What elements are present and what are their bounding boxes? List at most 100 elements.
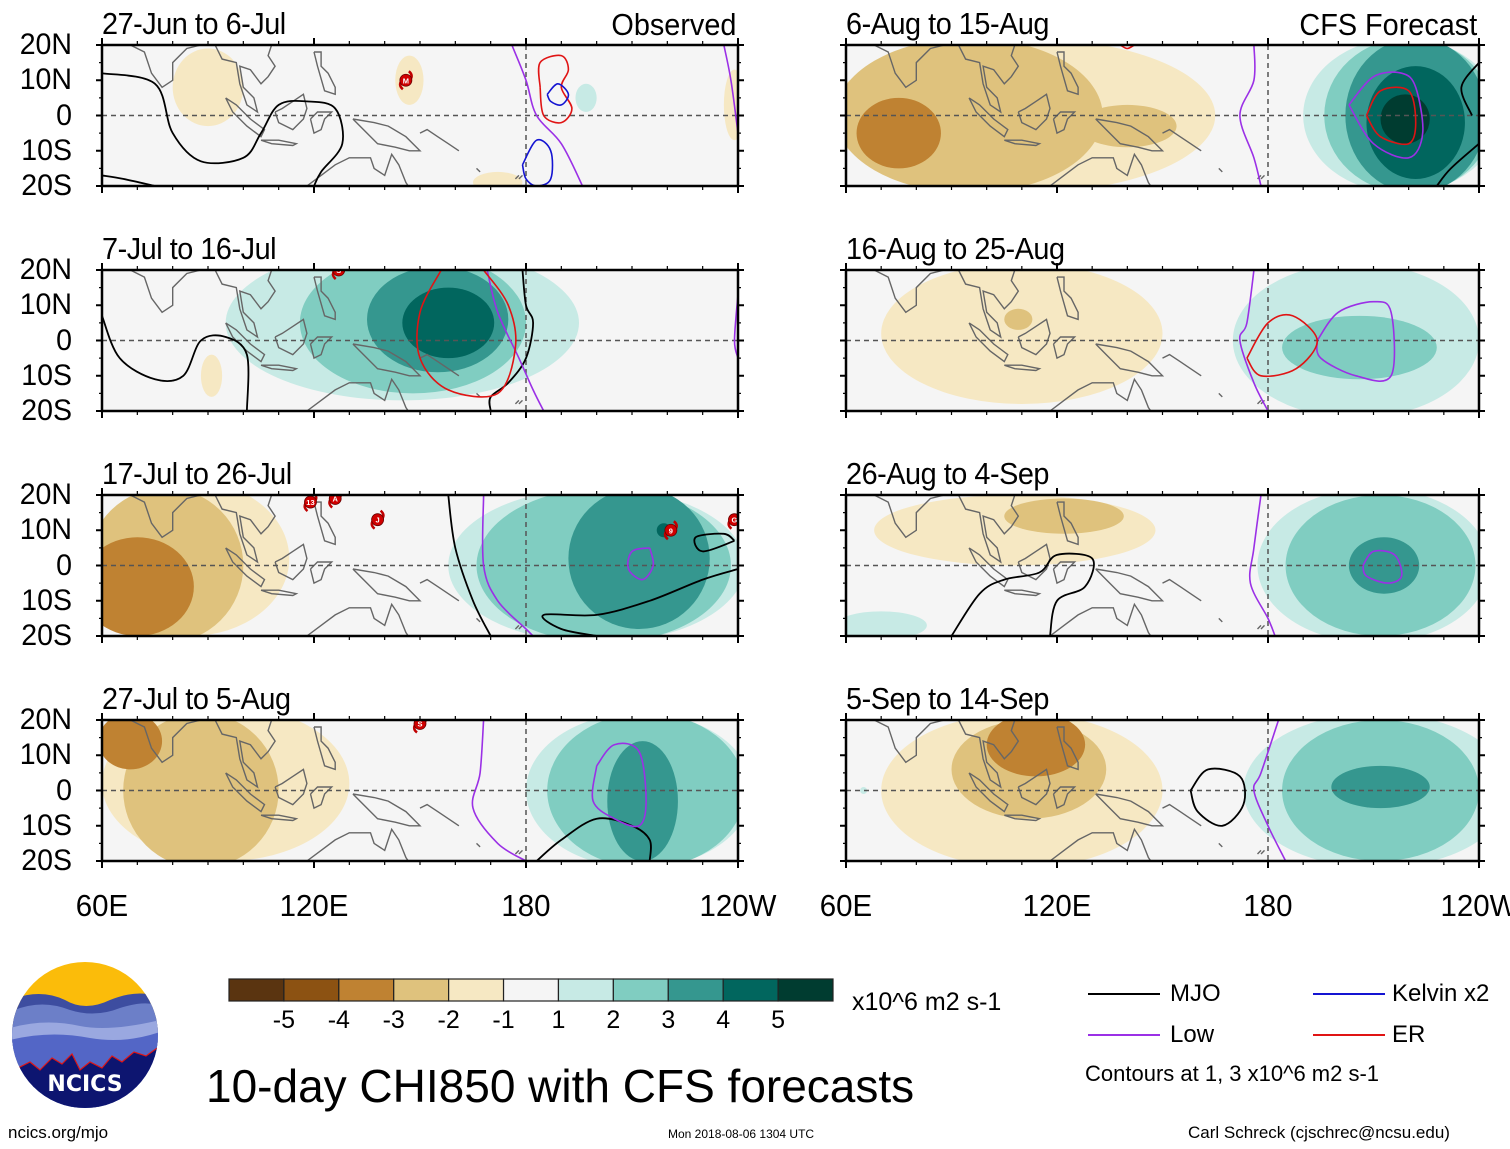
coastline: [1048, 827, 1152, 861]
coastline: [352, 343, 422, 377]
coastline: [260, 364, 299, 372]
coastline: [968, 772, 1009, 813]
coastline: [309, 336, 334, 360]
coastline: [260, 589, 299, 597]
coastline: [214, 45, 276, 114]
coastline: [313, 51, 336, 96]
anomaly-fill: [102, 720, 163, 770]
contour-mjo: [1460, 62, 1479, 116]
coastline: [1052, 111, 1077, 135]
coastline: [1052, 786, 1077, 810]
map-panel-p3: 13 A J 9 G: [96, 488, 744, 643]
coastline: [1256, 849, 1262, 855]
coastline: [968, 322, 1009, 363]
y-tick-label: 10S: [21, 358, 72, 392]
anomaly-fill: [856, 97, 941, 169]
coastline: [957, 45, 1020, 114]
contour-low: [1239, 45, 1262, 186]
x-tick-label: 60E: [819, 888, 873, 923]
coastline: [419, 128, 460, 152]
y-tick-label: 20N: [19, 28, 72, 61]
colorbar-swatch: [338, 978, 395, 1002]
y-tick-label: 10S: [21, 808, 72, 842]
contour-mjo: [102, 174, 156, 186]
coastline: [476, 617, 481, 623]
coastline: [873, 495, 945, 539]
coastline: [305, 602, 410, 636]
anomaly-fill: [1331, 765, 1430, 809]
x-tick-label: 60E: [75, 888, 129, 923]
anomaly-fill: [200, 354, 223, 397]
contour-low: [471, 720, 527, 861]
contour-low: [1252, 720, 1287, 861]
coastline: [1056, 51, 1079, 96]
y-tick-label: 20S: [21, 619, 72, 652]
colorbar-swatch: [612, 978, 669, 1002]
y-tick-label: 20N: [19, 703, 72, 736]
colorbar-swatch: [667, 978, 724, 1002]
colorbar-tick-label: 5: [771, 1006, 786, 1034]
coastline: [419, 578, 460, 602]
x-tick-label: 120W: [699, 888, 777, 923]
coastline: [873, 270, 945, 314]
y-tick-label: 0: [56, 548, 72, 582]
legend-line-kelvin: [1313, 993, 1385, 995]
coastline: [1004, 139, 1042, 147]
colorbar-tick-label: 2: [606, 1006, 621, 1034]
contour-low: [1315, 300, 1396, 382]
coastline: [1162, 128, 1202, 152]
coastline: [957, 495, 1020, 564]
anomaly-fill: [1380, 94, 1430, 144]
y-tick-label: 0: [56, 323, 72, 357]
tropical-cyclone-icon: 9: [663, 520, 678, 541]
contour-er: [1365, 86, 1417, 146]
x-tick-label: 180: [1243, 888, 1293, 923]
colorbar-swatch: [448, 978, 505, 1002]
colorbar-tick-label: -5: [272, 1006, 296, 1034]
coastline: [1048, 602, 1152, 636]
coastline: [129, 495, 202, 539]
y-tick-label: 0: [56, 98, 72, 132]
x-tick-label: 120E: [1022, 888, 1092, 923]
storm-label: J: [376, 516, 380, 525]
map-panel-p6: [840, 263, 1485, 418]
contour-kelvin-x2: [546, 82, 570, 106]
coastline: [1017, 768, 1051, 806]
anomaly-fill: [723, 69, 738, 141]
coastline: [1052, 561, 1077, 585]
legend-label-er: ER: [1392, 1021, 1426, 1048]
coastline: [968, 97, 1009, 138]
coastline: [1095, 118, 1165, 152]
contour-er: [416, 270, 517, 398]
x-tick-label: 180: [501, 888, 551, 923]
y-tick-label: 10N: [19, 738, 72, 772]
legend-label-kelvin: Kelvin x2: [1392, 980, 1490, 1007]
coastline: [968, 547, 1009, 588]
coastline: [1048, 377, 1152, 411]
legend-line-er: [1313, 1034, 1385, 1036]
coastline: [518, 399, 523, 405]
coastline: [305, 152, 410, 186]
y-tick-label: 0: [56, 773, 72, 807]
contour-low: [511, 45, 584, 186]
anomaly-fill: [473, 171, 523, 186]
coastline: [873, 720, 945, 764]
anomaly-fill: [1282, 315, 1437, 380]
y-tick-label: 20N: [19, 478, 72, 511]
y-tick-label: 10N: [19, 288, 72, 322]
coastline: [1162, 578, 1202, 602]
colorbar-swatch: [283, 978, 340, 1002]
colorbar-tick-label: -2: [437, 1006, 460, 1034]
coastline: [1004, 364, 1042, 372]
coastline: [1257, 399, 1262, 405]
panel-title: 26-Aug to 4-Sep: [846, 456, 1049, 491]
contour-low: [1362, 549, 1403, 584]
y-tick-label: 20S: [21, 169, 72, 202]
coastline: [1218, 392, 1223, 398]
site-link[interactable]: ncics.org/mjo: [8, 1123, 109, 1142]
map-panel-p7: [840, 488, 1485, 643]
contour-er: [537, 54, 573, 124]
y-tick-label: 10N: [19, 513, 72, 547]
anomaly-fill: [1078, 104, 1177, 148]
